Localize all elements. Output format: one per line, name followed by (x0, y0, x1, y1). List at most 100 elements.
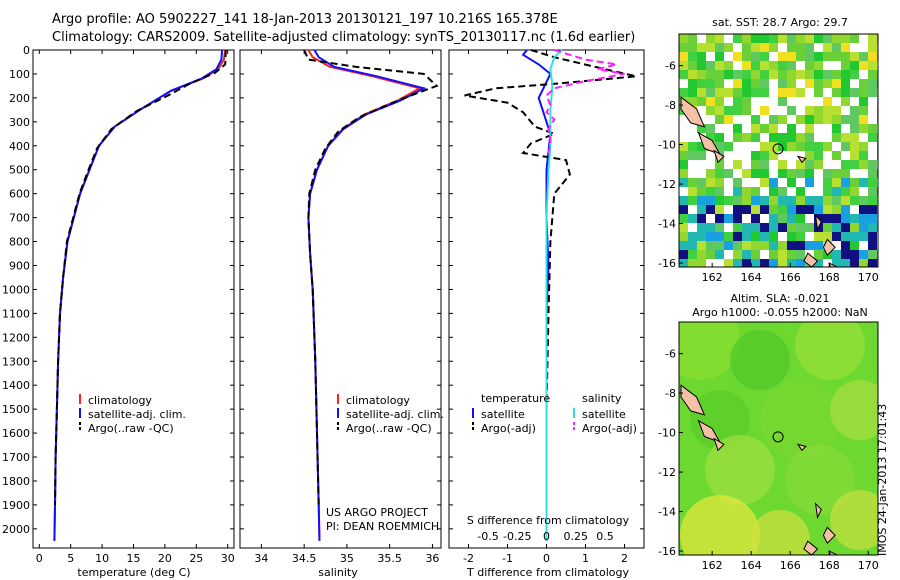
sst-cell (814, 115, 823, 124)
sst-cell (715, 79, 724, 88)
sst-cell (733, 259, 742, 267)
sst-cell (706, 223, 715, 232)
sst-cell (715, 160, 724, 169)
sst-cell (778, 52, 787, 61)
difference-series-line (545, 49, 625, 159)
sst-cell (706, 205, 715, 214)
depth-tick-label: 1800 (2, 475, 30, 488)
sst-cell (796, 250, 805, 259)
sst-cell (859, 250, 868, 259)
sst-cell (814, 250, 823, 259)
sla-map-panel: 162 164 166 168 170 -6 -8 -10 -12 -14 -16 (658, 321, 879, 572)
sst-cell (715, 43, 724, 52)
sst-cell (733, 205, 742, 214)
sst-cell (868, 241, 877, 250)
sst-cell (742, 52, 751, 61)
salinity-series-line (303, 49, 439, 505)
difference-legend-heading: temperature (481, 392, 550, 405)
sst-cell (769, 241, 778, 250)
sst-cell (733, 232, 742, 241)
sst-cell (823, 169, 832, 178)
sst-map-title: sat. SST: 28.7 Argo: 29.7 (712, 16, 848, 29)
sst-cell (805, 106, 814, 115)
sst-cell (787, 61, 796, 70)
sst-cell (787, 178, 796, 187)
salinity-tick-label: 34.5 (292, 552, 317, 565)
sst-cell (688, 97, 697, 106)
temperature-tick-label: 0 (36, 552, 43, 565)
sst-lon-tick-label: 168 (819, 271, 840, 284)
sst-cell (823, 214, 832, 223)
sst-cell (832, 70, 841, 79)
sla-lat-tick-label: -12 (658, 466, 676, 479)
sst-lat-tick-label: -16 (658, 257, 676, 270)
sst-cell (760, 169, 769, 178)
sst-cell (868, 34, 877, 43)
sst-cell (823, 115, 832, 124)
sst-cell (688, 232, 697, 241)
sst-cell (832, 34, 841, 43)
sla-island (828, 550, 839, 555)
sst-cell (697, 124, 706, 133)
sst-cell (769, 196, 778, 205)
s-difference-tick-label: 0.25 (564, 530, 589, 543)
sst-cell (787, 124, 796, 133)
sst-cell (868, 124, 877, 133)
sst-cell (832, 124, 841, 133)
sst-cell (760, 160, 769, 169)
sst-cell (805, 178, 814, 187)
sst-cell (679, 70, 688, 79)
sst-cell (850, 232, 859, 241)
sst-cell (832, 43, 841, 52)
sst-cell (823, 223, 832, 232)
sst-cell (733, 133, 742, 142)
sst-cell (724, 106, 733, 115)
sla-field-patch (705, 435, 775, 505)
sst-cell (805, 70, 814, 79)
sst-cell (769, 232, 778, 241)
sst-cell (733, 250, 742, 259)
sst-cell (724, 115, 733, 124)
s-difference-tick-label: -0.25 (503, 530, 531, 543)
depth-tick-label: 100 (9, 68, 30, 81)
depth-tick-label: 2000 (2, 523, 30, 536)
sst-cell (715, 187, 724, 196)
sst-cell (859, 232, 868, 241)
sst-cell (697, 259, 706, 267)
sst-cell (688, 43, 697, 52)
sst-cell (751, 52, 760, 61)
sst-cell (841, 133, 850, 142)
sst-cell (742, 133, 751, 142)
sst-cell (688, 196, 697, 205)
sst-cell (859, 61, 868, 70)
sst-cell (751, 34, 760, 43)
sst-cell (733, 178, 742, 187)
sst-cell (760, 106, 769, 115)
sst-cell (787, 133, 796, 142)
salinity-tick-label: 35.5 (377, 552, 402, 565)
sst-cell (778, 115, 787, 124)
sst-cell (814, 160, 823, 169)
sst-cell (733, 88, 742, 97)
sla-field-patch (730, 330, 790, 390)
sst-cell (733, 160, 742, 169)
sst-lat-tick-label: -12 (658, 178, 676, 191)
sst-cell (868, 250, 877, 259)
sst-cell (679, 205, 688, 214)
sst-cell (796, 115, 805, 124)
sst-cell (850, 160, 859, 169)
depth-tick-label: 200 (9, 92, 30, 105)
sst-cell (724, 169, 733, 178)
sst-island (828, 262, 839, 267)
sst-cell (688, 241, 697, 250)
sst-cell (697, 70, 706, 79)
sst-cell (742, 259, 751, 267)
sst-cell (796, 187, 805, 196)
sst-cell (742, 223, 751, 232)
sst-cell (868, 43, 877, 52)
difference-legend-item-label: Argo(-adj) (582, 422, 637, 435)
sst-cell (859, 124, 868, 133)
sst-cell (697, 151, 706, 160)
sst-cell (841, 205, 850, 214)
sst-cell (859, 205, 868, 214)
